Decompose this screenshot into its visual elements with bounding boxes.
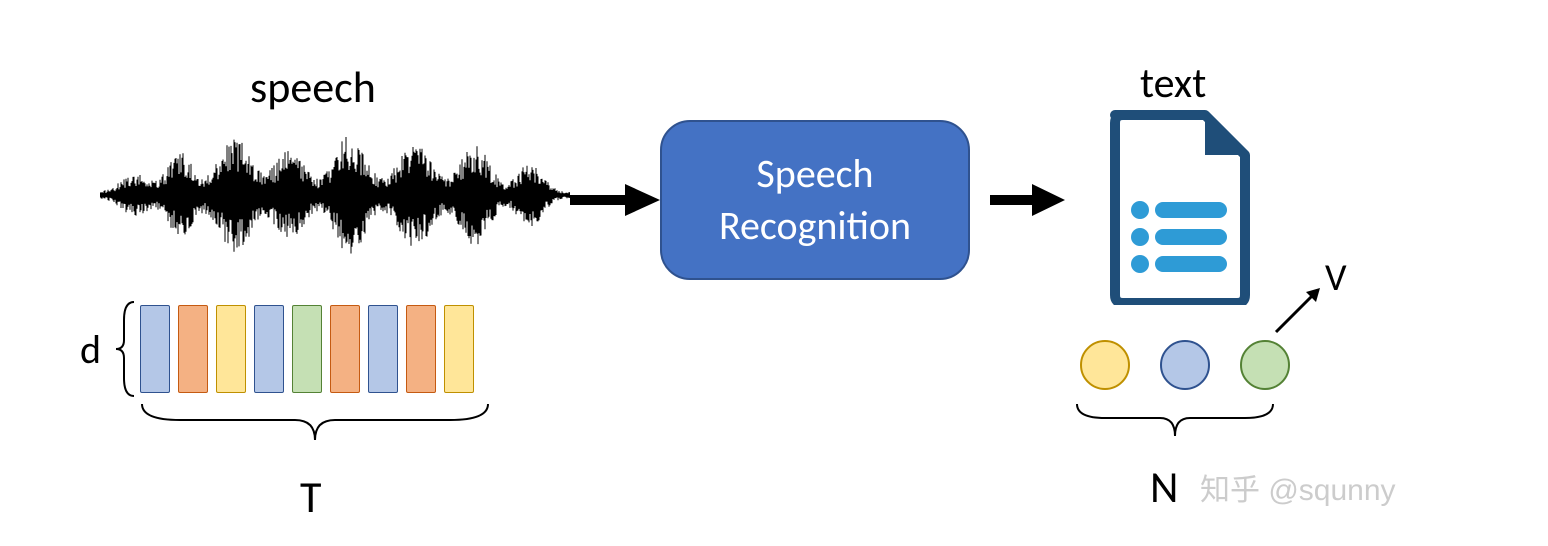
waveform (100, 120, 570, 270)
d-label: d (80, 325, 101, 374)
v-arrow (1270, 278, 1330, 338)
d-brace (112, 300, 137, 398)
feature-bar (254, 305, 284, 393)
box-line2: Recognition (719, 200, 911, 252)
feature-bar (178, 305, 208, 393)
feature-bar (216, 305, 246, 393)
feature-bar (406, 305, 436, 393)
token-circle (1080, 340, 1130, 390)
speech-recognition-box: Speech Recognition (660, 120, 970, 280)
token-circle (1240, 340, 1290, 390)
arrow-to-text (990, 180, 1065, 220)
n-label: N (1150, 460, 1178, 514)
watermark: 知乎 @squnny (1200, 465, 1396, 509)
feature-bar (444, 305, 474, 393)
feature-bar (330, 305, 360, 393)
feature-bar (140, 305, 170, 393)
document-icon (1095, 105, 1255, 305)
feature-bars (140, 305, 474, 393)
feature-bar (368, 305, 398, 393)
box-line1: Speech (756, 148, 873, 200)
token-circle (1160, 340, 1210, 390)
n-brace (1075, 400, 1275, 450)
text-label: text (1140, 58, 1206, 109)
feature-bar (292, 305, 322, 393)
speech-label: speech (250, 60, 376, 114)
token-circles (1080, 340, 1290, 390)
t-label: T (300, 470, 321, 524)
arrow-to-box (570, 180, 660, 220)
t-brace (140, 398, 490, 453)
